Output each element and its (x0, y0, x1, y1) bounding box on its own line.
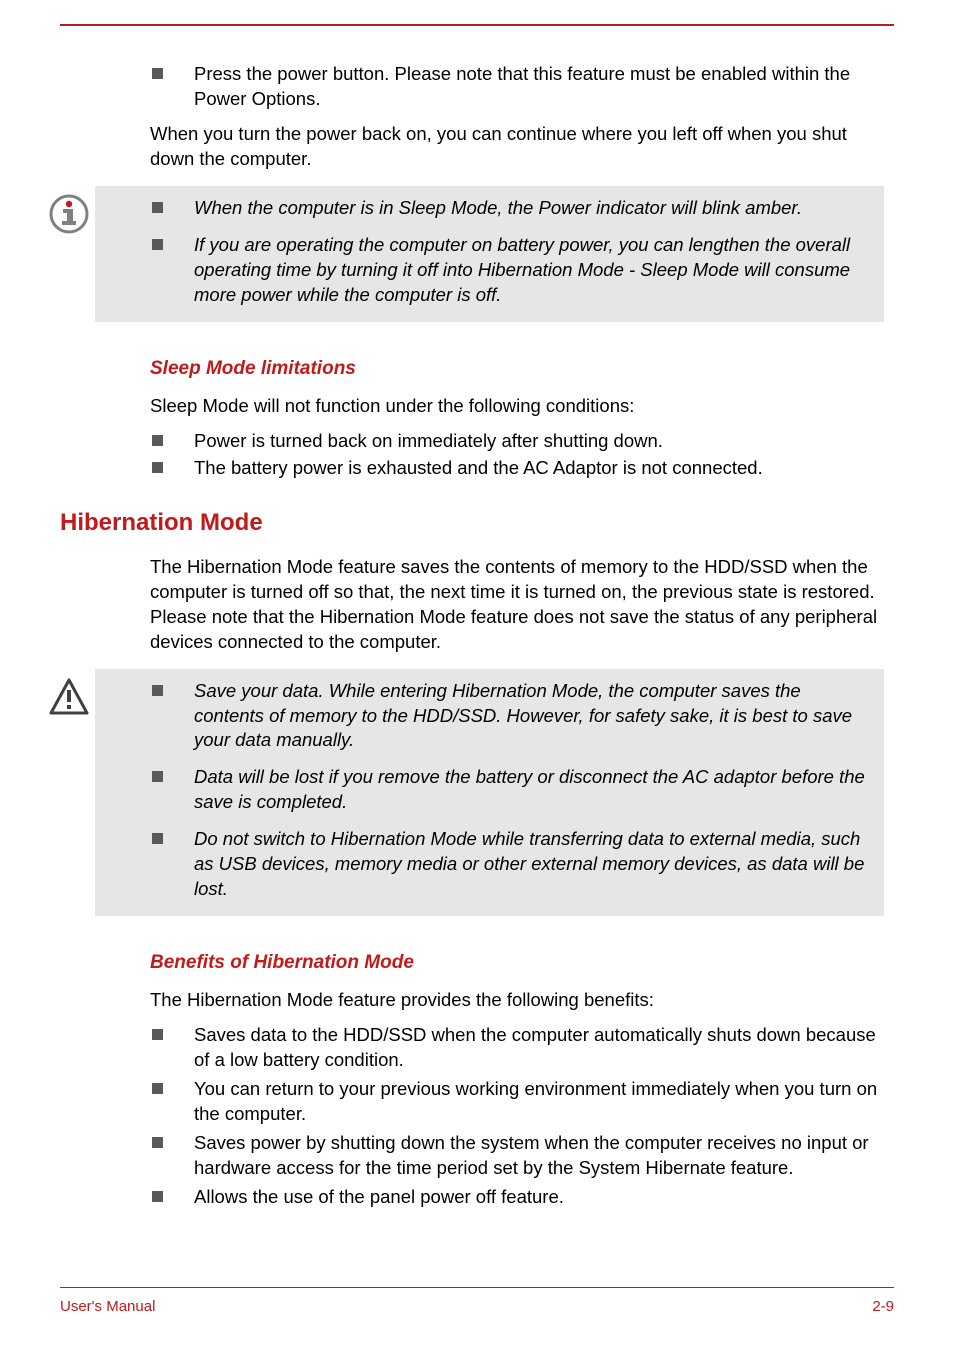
info-note-box: When the computer is in Sleep Mode, the … (95, 186, 884, 322)
warning-note-list: Save your data. While entering Hibernati… (150, 679, 870, 903)
list-item: Press the power button. Please note that… (150, 62, 884, 112)
page-footer: User's Manual 2-9 (60, 1287, 894, 1315)
list-item: Save your data. While entering Hibernati… (150, 679, 870, 754)
list-item: You can return to your previous working … (150, 1077, 884, 1127)
hibernation-heading: Hibernation Mode (60, 509, 884, 537)
intro-paragraph: When you turn the power back on, you can… (150, 122, 884, 172)
benefits-list: Saves data to the HDD/SSD when the compu… (150, 1023, 884, 1210)
benefits-lead: The Hibernation Mode feature provides th… (150, 988, 884, 1013)
info-icon (49, 194, 89, 234)
intro-bullet-list: Press the power button. Please note that… (150, 62, 884, 112)
footer-left: User's Manual (60, 1298, 155, 1315)
list-item: Data will be lost if you remove the batt… (150, 765, 870, 815)
footer-right: 2-9 (872, 1298, 894, 1315)
list-item: Saves power by shutting down the system … (150, 1131, 884, 1181)
list-item: Do not switch to Hibernation Mode while … (150, 827, 870, 902)
hibernation-paragraph: The Hibernation Mode feature saves the c… (150, 555, 884, 655)
page: Press the power button. Please note that… (0, 0, 954, 1345)
list-item: When the computer is in Sleep Mode, the … (150, 196, 870, 221)
content-area: Press the power button. Please note that… (60, 62, 894, 1210)
list-item: If you are operating the computer on bat… (150, 233, 870, 308)
list-item: The battery power is exhausted and the A… (150, 456, 884, 481)
sleep-limitations-list: Power is turned back on immediately afte… (150, 429, 884, 481)
benefits-heading: Benefits of Hibernation Mode (150, 952, 884, 974)
list-item: Saves data to the HDD/SSD when the compu… (150, 1023, 884, 1073)
top-rule (60, 24, 894, 26)
warning-note-box: Save your data. While entering Hibernati… (95, 669, 884, 917)
sleep-limitations-lead: Sleep Mode will not function under the f… (150, 394, 884, 419)
warning-icon (49, 677, 89, 717)
list-item: Power is turned back on immediately afte… (150, 429, 884, 454)
info-note-list: When the computer is in Sleep Mode, the … (150, 196, 870, 308)
list-item: Allows the use of the panel power off fe… (150, 1185, 884, 1210)
sleep-limitations-heading: Sleep Mode limitations (150, 358, 884, 380)
